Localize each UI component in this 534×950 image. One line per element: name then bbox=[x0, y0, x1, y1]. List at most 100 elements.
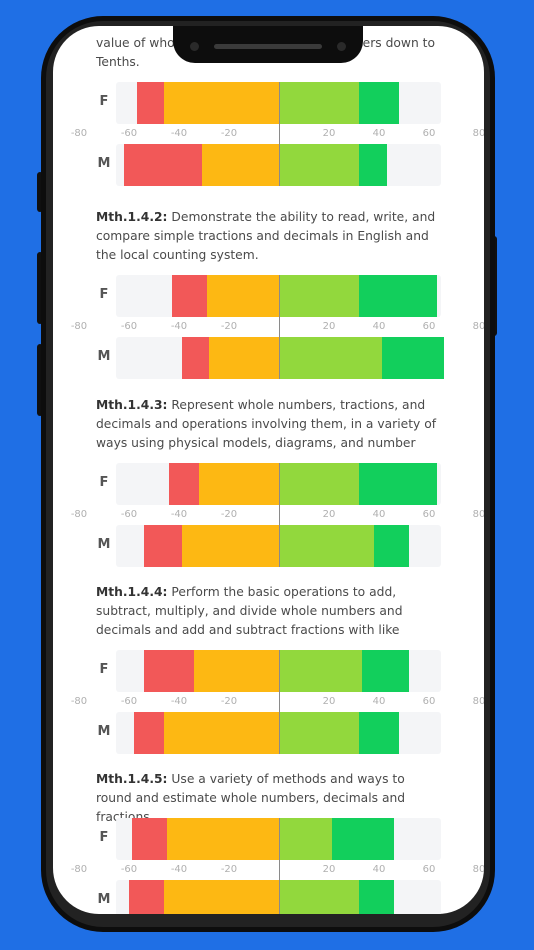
zero-axis-line bbox=[279, 650, 280, 754]
x-tick-label: -80 bbox=[70, 509, 88, 520]
agree-bar bbox=[279, 525, 374, 567]
x-tick-label: -80 bbox=[70, 864, 88, 875]
row-label-f: F bbox=[99, 94, 109, 109]
agree-bar bbox=[279, 712, 359, 754]
agree-bar bbox=[279, 818, 332, 860]
x-tick-label: 60 bbox=[422, 864, 436, 875]
front-camera-right bbox=[337, 42, 346, 51]
phone-screen[interactable]: value of whole numbers and decimal numbe… bbox=[53, 26, 484, 914]
x-tick-label: 40 bbox=[372, 128, 386, 139]
x-tick-label: 40 bbox=[372, 321, 386, 332]
x-tick-label: 60 bbox=[422, 321, 436, 332]
disagree-bar bbox=[164, 82, 279, 124]
row-label-f: F bbox=[99, 287, 109, 302]
x-tick-label: -60 bbox=[120, 864, 138, 875]
bar-row-m bbox=[116, 880, 441, 914]
x-tick-label: -80 bbox=[70, 128, 88, 139]
disagree-bar bbox=[166, 818, 279, 860]
row-label-f: F bbox=[99, 475, 109, 490]
x-tick-label: 80 bbox=[472, 696, 484, 707]
x-tick-label: -20 bbox=[220, 696, 238, 707]
agree-bar bbox=[279, 650, 362, 692]
disagree-bar bbox=[194, 650, 279, 692]
x-tick-label: -20 bbox=[220, 128, 238, 139]
phone-side-button-volume-up bbox=[37, 252, 43, 324]
strongly-agree-bar bbox=[359, 144, 387, 186]
zero-axis-line bbox=[279, 275, 280, 379]
zero-axis-line bbox=[279, 463, 280, 567]
row-label-m: M bbox=[97, 537, 111, 552]
x-tick-label: 20 bbox=[322, 864, 336, 875]
agree-bar bbox=[279, 144, 359, 186]
bar-row-f bbox=[116, 82, 441, 124]
strongly-disagree-bar bbox=[129, 880, 164, 914]
strongly-disagree-bar bbox=[181, 337, 209, 379]
row-label-m: M bbox=[97, 156, 111, 171]
x-tick-label: 20 bbox=[322, 321, 336, 332]
objective-description: Mth.1.4.4: Perform the basic operations … bbox=[96, 583, 441, 640]
strongly-disagree-bar bbox=[169, 463, 199, 505]
x-tick-label: 40 bbox=[372, 696, 386, 707]
objective-text: Perform the basic operations to add, sub… bbox=[96, 585, 403, 637]
x-tick-label: -60 bbox=[120, 509, 138, 520]
bar-row-f bbox=[116, 463, 441, 505]
strongly-disagree-bar bbox=[171, 275, 207, 317]
x-tick-label: 40 bbox=[372, 509, 386, 520]
bar-row-m bbox=[116, 337, 444, 379]
objective-text: Represent whole numbers, tractions, and … bbox=[96, 398, 437, 450]
zero-axis-line bbox=[279, 82, 280, 186]
strongly-agree-bar bbox=[381, 337, 444, 379]
strongly-agree-bar bbox=[374, 525, 409, 567]
agree-bar bbox=[279, 275, 359, 317]
agree-bar bbox=[279, 463, 359, 505]
strongly-agree-bar bbox=[361, 650, 409, 692]
objective-code: Mth.1.4.3: bbox=[96, 398, 168, 412]
x-tick-label: 20 bbox=[322, 509, 336, 520]
row-label-f: F bbox=[99, 662, 109, 677]
disagree-bar bbox=[206, 275, 279, 317]
row-label-m: M bbox=[97, 724, 111, 739]
x-tick-label: -60 bbox=[120, 321, 138, 332]
x-tick-label: -80 bbox=[70, 696, 88, 707]
strongly-agree-bar bbox=[359, 82, 399, 124]
front-camera-left bbox=[190, 42, 199, 51]
disagree-bar bbox=[209, 337, 279, 379]
x-tick-label: -60 bbox=[120, 128, 138, 139]
row-label-m: M bbox=[97, 349, 111, 364]
x-tick-label: -60 bbox=[120, 696, 138, 707]
x-tick-label: -40 bbox=[170, 128, 188, 139]
x-tick-label: -20 bbox=[220, 509, 238, 520]
disagree-bar bbox=[164, 880, 279, 914]
objective-description: Mth.1.4.3: Represent whole numbers, trac… bbox=[96, 396, 441, 453]
x-tick-label: -20 bbox=[220, 321, 238, 332]
disagree-bar bbox=[164, 712, 279, 754]
disagree-bar bbox=[201, 144, 279, 186]
objective-code: Mth.1.4.5: bbox=[96, 772, 168, 786]
bar-row-m bbox=[116, 144, 441, 186]
x-tick-label: 80 bbox=[472, 509, 484, 520]
x-tick-label: 60 bbox=[422, 509, 436, 520]
strongly-agree-bar bbox=[359, 463, 437, 505]
x-tick-label: -40 bbox=[170, 696, 188, 707]
bar-row-m bbox=[116, 712, 441, 754]
agree-bar bbox=[279, 82, 359, 124]
disagree-bar bbox=[199, 463, 279, 505]
objective-description: Mth.1.4.5: Use a variety of methods and … bbox=[96, 770, 441, 827]
x-tick-label: 80 bbox=[472, 864, 484, 875]
zero-axis-line bbox=[279, 818, 280, 914]
strongly-agree-bar bbox=[359, 275, 437, 317]
x-tick-label: 60 bbox=[422, 696, 436, 707]
objective-code: Mth.1.4.4: bbox=[96, 585, 168, 599]
phone-side-button-volume-down bbox=[37, 344, 43, 416]
bar-row-f bbox=[116, 818, 441, 860]
x-tick-label: 80 bbox=[472, 321, 484, 332]
x-tick-label: 20 bbox=[322, 128, 336, 139]
x-tick-label: 20 bbox=[322, 696, 336, 707]
strongly-disagree-bar bbox=[124, 144, 202, 186]
strongly-disagree-bar bbox=[131, 818, 167, 860]
x-tick-label: -80 bbox=[70, 321, 88, 332]
bar-row-f bbox=[116, 275, 441, 317]
x-tick-label: -40 bbox=[170, 321, 188, 332]
x-tick-label: 80 bbox=[472, 128, 484, 139]
strongly-disagree-bar bbox=[136, 82, 164, 124]
